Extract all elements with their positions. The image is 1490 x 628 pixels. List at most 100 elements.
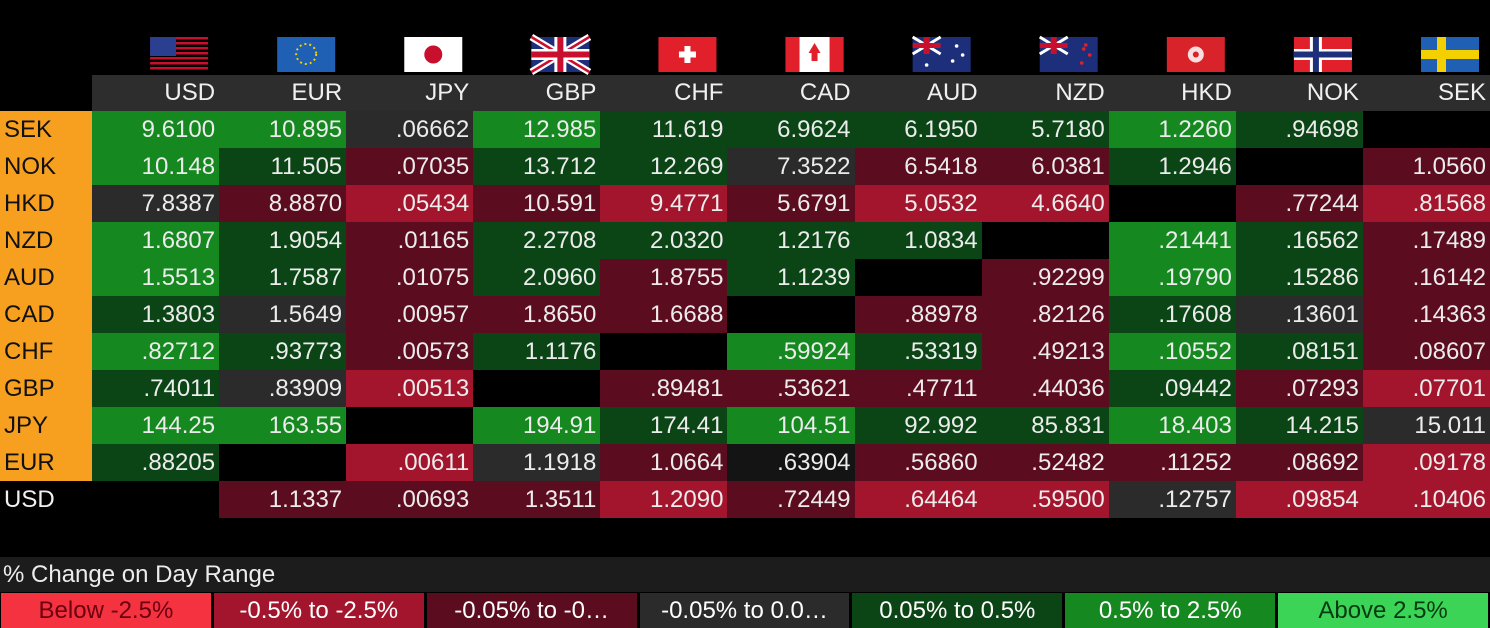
rate-cell: 12.985 bbox=[473, 111, 601, 148]
rate-cell: .16562 bbox=[1235, 222, 1363, 259]
flag-part bbox=[960, 53, 965, 57]
legend-item: Below -2.5% bbox=[1, 593, 211, 628]
rate-cell: 6.0381 bbox=[981, 148, 1109, 185]
header-bar bbox=[92, 75, 1490, 111]
flag-part bbox=[1081, 47, 1086, 51]
rate-cell: .13601 bbox=[1235, 296, 1363, 333]
rate-cell: 1.6807 bbox=[92, 222, 220, 259]
rate-cell: .94698 bbox=[1235, 111, 1363, 148]
rate-cell: 1.2090 bbox=[600, 481, 728, 518]
flag-part bbox=[1293, 51, 1352, 58]
rate-cell: .89481 bbox=[600, 370, 728, 407]
rate-cell: .82712 bbox=[92, 333, 220, 370]
rate-cell: .07035 bbox=[346, 148, 474, 185]
flag-part bbox=[950, 59, 955, 63]
rate-cell: 1.0664 bbox=[600, 444, 728, 481]
row-label: NZD bbox=[0, 222, 92, 259]
flag-part bbox=[150, 52, 209, 55]
rate-cell: 11.619 bbox=[600, 111, 728, 148]
flag-part bbox=[277, 37, 336, 72]
rate-cell: .59500 bbox=[981, 481, 1109, 518]
rate-cell: .49213 bbox=[981, 333, 1109, 370]
rate-cell: .09854 bbox=[1235, 481, 1363, 518]
rate-cell: .00693 bbox=[346, 481, 474, 518]
rate-cell: .74011 bbox=[92, 370, 220, 407]
rate-cell: .92299 bbox=[981, 259, 1109, 296]
rate-cell: .19790 bbox=[1108, 259, 1236, 296]
rate-cell: .47711 bbox=[854, 370, 982, 407]
row-label: CHF bbox=[0, 333, 92, 370]
rate-cell: 9.4771 bbox=[600, 185, 728, 222]
rate-cell: .93773 bbox=[219, 333, 347, 370]
rate-cell: 1.1337 bbox=[219, 481, 347, 518]
legend-item: -0.05% to 0.0… bbox=[639, 593, 850, 628]
flag-part bbox=[924, 63, 929, 67]
rate-cell: 1.3511 bbox=[473, 481, 601, 518]
rate-cell: 14.215 bbox=[1235, 407, 1363, 444]
legend-item: Above 2.5% bbox=[1278, 593, 1488, 628]
rate-cell: 5.0532 bbox=[854, 185, 982, 222]
rate-cell: 7.8387 bbox=[92, 185, 220, 222]
rate-cell: .56860 bbox=[854, 444, 982, 481]
rate-cell: 7.3522 bbox=[727, 148, 855, 185]
rate-cell: 1.6688 bbox=[600, 296, 728, 333]
rate-cell: 1.0834 bbox=[854, 222, 982, 259]
rate-cell: 1.5649 bbox=[219, 296, 347, 333]
row-label: USD bbox=[0, 481, 92, 518]
rate-cell: 104.51 bbox=[727, 407, 855, 444]
rate-cell: .00573 bbox=[346, 333, 474, 370]
flag-part bbox=[829, 37, 844, 72]
column-header: USD bbox=[164, 79, 216, 106]
column-header: HKD bbox=[1181, 79, 1232, 106]
rate-cell: 92.992 bbox=[854, 407, 982, 444]
column-header: NZD bbox=[1055, 79, 1105, 106]
rate-cell: .06662 bbox=[346, 111, 474, 148]
rate-cell: 1.1176 bbox=[473, 333, 601, 370]
rate-cell: 1.2260 bbox=[1108, 111, 1236, 148]
rate-cell: .07293 bbox=[1235, 370, 1363, 407]
legend-item: -0.5% to -2.5% bbox=[213, 593, 424, 628]
rate-cell: .21441 bbox=[1108, 222, 1236, 259]
flag-part bbox=[1087, 53, 1092, 57]
rate-cell: 1.5513 bbox=[92, 259, 220, 296]
rate-cell: .17608 bbox=[1108, 296, 1236, 333]
rate-cell: .10552 bbox=[1108, 333, 1236, 370]
rate-cell: 18.403 bbox=[1108, 407, 1236, 444]
row-label: AUD bbox=[0, 259, 92, 296]
flag-part bbox=[150, 67, 209, 70]
flag-part bbox=[808, 43, 821, 61]
flag-part bbox=[150, 37, 177, 56]
rate-cell: 1.2176 bbox=[727, 222, 855, 259]
row-label: NOK bbox=[0, 148, 92, 185]
rate-cell: .17489 bbox=[1362, 222, 1490, 259]
flag-part bbox=[785, 37, 800, 72]
legend-item: -0.05% to -0… bbox=[426, 593, 637, 628]
rate-cell: 1.1239 bbox=[727, 259, 855, 296]
rate-cell: .15286 bbox=[1235, 259, 1363, 296]
rate-cell: 1.8755 bbox=[600, 259, 728, 296]
legend-title: % Change on Day Range bbox=[0, 557, 1490, 592]
rate-cell: .00611 bbox=[346, 444, 474, 481]
column-header: AUD bbox=[926, 79, 978, 106]
rate-cell: .09442 bbox=[1108, 370, 1236, 407]
rate-cell: 1.2946 bbox=[1108, 148, 1236, 185]
flag-part bbox=[954, 44, 959, 48]
flag-part bbox=[1192, 51, 1199, 58]
rate-cell: 144.25 bbox=[92, 407, 220, 444]
rate-cell: .81568 bbox=[1362, 185, 1490, 222]
rate-cell: .08607 bbox=[1362, 333, 1490, 370]
rate-cell: .53621 bbox=[727, 370, 855, 407]
rate-cell: .83909 bbox=[219, 370, 347, 407]
rate-cell: .52482 bbox=[981, 444, 1109, 481]
rate-cell: 8.8870 bbox=[219, 185, 347, 222]
rate-cell: 11.505 bbox=[219, 148, 347, 185]
flag-part bbox=[1083, 43, 1088, 47]
rate-cell: .10406 bbox=[1362, 481, 1490, 518]
rate-cell: 10.895 bbox=[219, 111, 347, 148]
flag-part bbox=[678, 51, 696, 58]
rate-cell: .59924 bbox=[727, 333, 855, 370]
rate-cell: .16142 bbox=[1362, 259, 1490, 296]
rate-cell: .63904 bbox=[727, 444, 855, 481]
flags bbox=[150, 34, 1479, 75]
